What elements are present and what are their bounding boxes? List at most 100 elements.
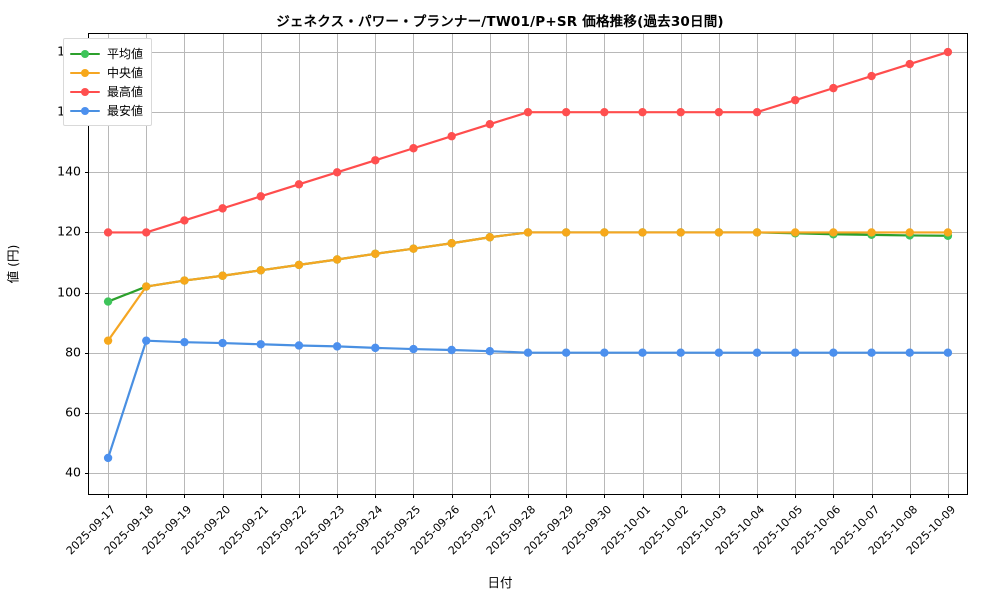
data-point (676, 348, 685, 357)
data-point (829, 83, 838, 93)
data-point (714, 228, 724, 237)
legend-item-3[interactable]: 最安値 (70, 101, 143, 120)
x-axis-tick-mark (489, 494, 491, 498)
data-point (638, 107, 647, 117)
data-point (142, 282, 151, 291)
data-point (294, 260, 304, 270)
data-point (867, 71, 876, 81)
grid-line-vertical (795, 34, 797, 494)
data-point (103, 228, 113, 237)
x-axis-tick-mark (108, 494, 110, 498)
grid-line-vertical (337, 34, 339, 494)
grid-line-vertical (757, 34, 759, 494)
data-point (943, 47, 953, 57)
data-point (905, 59, 914, 69)
data-point (943, 348, 953, 357)
x-axis-tick-mark (833, 494, 835, 498)
series-line (106, 231, 950, 342)
data-point (561, 228, 571, 237)
series-line (106, 231, 950, 303)
y-axis-tick-mark (85, 292, 89, 294)
data-point (256, 192, 265, 201)
data-point (676, 228, 685, 237)
data-point (676, 107, 685, 117)
x-axis-tick-mark (260, 494, 262, 498)
legend-marker-icon (70, 67, 100, 79)
y-axis-tick-mark (85, 472, 89, 474)
grid-line-vertical (222, 34, 224, 494)
data-point (600, 228, 609, 237)
grid-line-vertical (871, 34, 873, 494)
x-axis-tick-mark (566, 494, 568, 498)
y-axis-tick-label: 40 (65, 464, 81, 480)
data-point (600, 348, 609, 357)
grid-line-vertical (909, 34, 911, 494)
data-point (142, 228, 151, 237)
legend-marker-icon (70, 105, 100, 117)
data-point (714, 348, 724, 357)
x-axis-tick-mark (947, 494, 949, 498)
data-point (829, 228, 838, 237)
legend-marker-icon (70, 86, 100, 98)
grid-line-vertical (108, 34, 110, 494)
grid-line-vertical (146, 34, 148, 494)
grid-line-vertical (260, 34, 262, 494)
legend-item-label: 平均値 (107, 47, 144, 61)
data-point (791, 95, 800, 105)
data-point (294, 341, 304, 350)
data-point (561, 107, 571, 117)
data-point (371, 343, 380, 353)
data-point (791, 228, 800, 237)
x-axis-tick-mark (222, 494, 224, 498)
legend-item-2[interactable]: 最高値 (70, 82, 143, 101)
data-point (142, 336, 151, 345)
grid-line-vertical (718, 34, 720, 494)
data-point (332, 168, 342, 177)
y-axis-tick-label: 140 (57, 163, 81, 179)
data-point (752, 107, 762, 117)
data-point (485, 346, 495, 356)
data-point (409, 144, 418, 153)
data-point (218, 271, 227, 280)
grid-line-vertical (566, 34, 568, 494)
data-point (638, 228, 647, 237)
plot-area (85, 33, 968, 498)
data-point (523, 348, 533, 357)
data-point (791, 348, 800, 357)
x-axis-tick-mark (795, 494, 797, 498)
legend-marker-icon (70, 48, 100, 60)
data-point (447, 345, 456, 355)
chart-title: ジェネクス・パワー・プランナー/TW01/P+SR 価格推移(過去30日間) (276, 14, 724, 30)
grid-line-vertical (489, 34, 491, 494)
data-point (409, 244, 418, 253)
series-line (106, 50, 950, 234)
data-point (752, 228, 762, 237)
x-axis-tick-mark (298, 494, 300, 498)
grid-line-vertical (375, 34, 377, 494)
data-point (943, 228, 953, 237)
x-axis-tick-mark (757, 494, 759, 498)
x-axis-tick-mark (604, 494, 606, 498)
data-point (256, 340, 265, 349)
grid-line-vertical (947, 34, 949, 494)
data-point (447, 239, 456, 248)
data-point (485, 120, 495, 129)
legend-item-label: 最高値 (107, 85, 144, 99)
data-point (867, 348, 876, 357)
legend-item-0[interactable]: 平均値 (70, 44, 143, 63)
data-point (523, 107, 533, 117)
legend-item-1[interactable]: 中央値 (70, 63, 143, 82)
data-point (103, 336, 113, 345)
x-axis-tick-mark (680, 494, 682, 498)
data-point (294, 180, 304, 189)
data-point (180, 276, 189, 285)
x-axis-tick-mark (413, 494, 415, 498)
y-axis-tick-label: 60 (65, 404, 81, 420)
data-point (371, 156, 380, 165)
grid-line-vertical (642, 34, 644, 494)
y-axis-tick-mark (85, 352, 89, 354)
data-point (103, 297, 113, 306)
data-point (371, 249, 380, 258)
x-axis-tick-mark (909, 494, 911, 498)
x-axis-tick-mark (528, 494, 529, 498)
